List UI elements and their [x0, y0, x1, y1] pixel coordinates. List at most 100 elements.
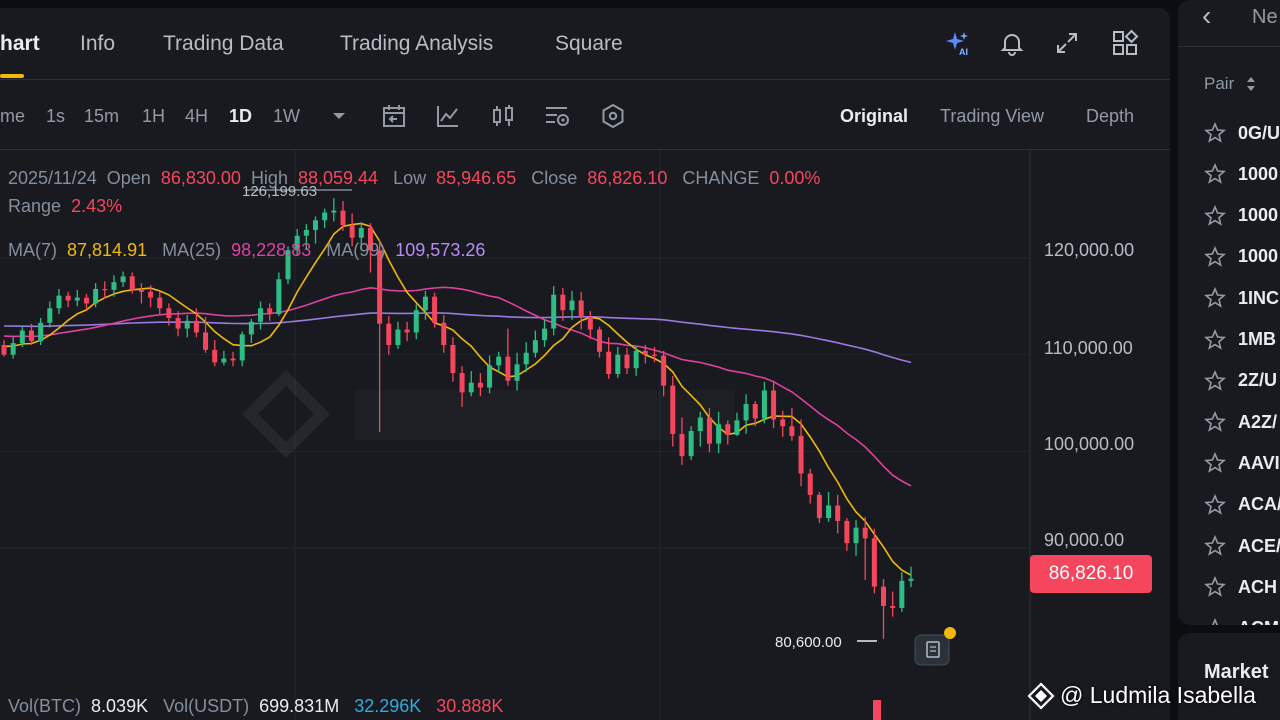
- candle[interactable]: [212, 340, 218, 367]
- timeframe-15m[interactable]: 15m: [84, 106, 120, 126]
- tab-trading-analysis[interactable]: Trading Analysis: [340, 32, 494, 55]
- favorite-star-icon[interactable]: [1204, 452, 1226, 474]
- candle[interactable]: [322, 208, 328, 229]
- candle[interactable]: [367, 223, 373, 273]
- candle[interactable]: [871, 528, 877, 594]
- candle[interactable]: [93, 283, 99, 308]
- candle[interactable]: [83, 293, 89, 311]
- candle[interactable]: [807, 468, 813, 504]
- candle[interactable]: [505, 328, 511, 386]
- candle[interactable]: [487, 355, 493, 394]
- candle[interactable]: [358, 222, 364, 251]
- favorite-star-icon[interactable]: [1204, 369, 1226, 392]
- candle[interactable]: [477, 373, 483, 397]
- candle[interactable]: [47, 301, 53, 328]
- candle[interactable]: [597, 326, 603, 358]
- tab-square[interactable]: Square: [555, 32, 623, 55]
- candle[interactable]: [10, 337, 16, 359]
- pair-list-item[interactable]: A2Z/: [1204, 407, 1277, 437]
- calendar-icon[interactable]: [380, 102, 408, 130]
- favorite-star-icon[interactable]: [1204, 204, 1226, 227]
- pair-list-item[interactable]: 1000: [1204, 159, 1278, 189]
- candle[interactable]: [514, 352, 520, 391]
- favorite-star-icon[interactable]: [1204, 493, 1226, 516]
- candle[interactable]: [890, 591, 896, 617]
- layout-grid-icon[interactable]: [1110, 28, 1140, 58]
- candle[interactable]: [578, 291, 584, 330]
- candle[interactable]: [798, 419, 804, 487]
- candle[interactable]: [56, 288, 62, 315]
- candle[interactable]: [899, 572, 905, 612]
- candle[interactable]: [881, 578, 887, 639]
- candle[interactable]: [816, 491, 822, 523]
- pair-list-item[interactable]: 2Z/U: [1204, 366, 1277, 396]
- candle[interactable]: [697, 411, 703, 447]
- candle[interactable]: [432, 292, 438, 328]
- candle[interactable]: [496, 351, 502, 374]
- candle[interactable]: [761, 381, 767, 424]
- candle[interactable]: [450, 337, 456, 382]
- candle[interactable]: [651, 346, 657, 363]
- candle-type-icon[interactable]: [489, 102, 517, 130]
- candle[interactable]: [532, 330, 538, 358]
- candle[interactable]: [38, 317, 44, 346]
- chart-settings-icon[interactable]: [543, 102, 571, 130]
- candle[interactable]: [780, 410, 786, 437]
- pair-list-item[interactable]: 1000: [1204, 242, 1278, 272]
- timeframe-1w[interactable]: 1W: [273, 106, 300, 126]
- candle[interactable]: [551, 286, 557, 336]
- back-chevron-icon[interactable]: ‹: [1202, 0, 1212, 31]
- candle[interactable]: [230, 351, 236, 367]
- candle[interactable]: [633, 345, 639, 376]
- candle[interactable]: [853, 519, 859, 556]
- candle[interactable]: [138, 283, 144, 304]
- tab-chart[interactable]: hart: [0, 32, 40, 55]
- favorite-star-icon[interactable]: [1204, 617, 1226, 625]
- candle[interactable]: [422, 290, 428, 320]
- pair-list-item[interactable]: AAVI: [1204, 448, 1280, 478]
- candle[interactable]: [404, 321, 410, 342]
- candle[interactable]: [752, 401, 758, 427]
- candle[interactable]: [587, 311, 593, 340]
- candle[interactable]: [193, 308, 199, 338]
- view-trading-view[interactable]: Trading View: [940, 106, 1045, 126]
- candle[interactable]: [542, 319, 548, 347]
- candle[interactable]: [569, 290, 575, 320]
- timeframe-time[interactable]: me: [0, 106, 26, 126]
- candle[interactable]: [468, 371, 474, 397]
- candle[interactable]: [276, 272, 282, 317]
- candle[interactable]: [258, 301, 264, 330]
- candle[interactable]: [19, 325, 25, 347]
- ai-sparkle-icon[interactable]: AI: [942, 28, 972, 58]
- pair-list-item[interactable]: 1INC: [1204, 283, 1279, 313]
- candle[interactable]: [688, 426, 694, 461]
- candle[interactable]: [826, 491, 832, 522]
- candle[interactable]: [523, 342, 529, 373]
- favorite-star-icon[interactable]: [1204, 328, 1226, 351]
- timeframe-1h[interactable]: 1H: [142, 106, 166, 126]
- indicator-icon[interactable]: [434, 102, 462, 130]
- favorite-star-icon[interactable]: [1204, 122, 1226, 144]
- candle[interactable]: [725, 420, 731, 445]
- candlestick-chart[interactable]: 126,199.63 80,600.00: [0, 150, 1170, 720]
- candle[interactable]: [102, 281, 108, 299]
- pair-list-item[interactable]: ACH: [1204, 572, 1277, 602]
- tab-info[interactable]: Info: [80, 32, 116, 55]
- favorite-star-icon[interactable]: [1204, 411, 1226, 433]
- candle[interactable]: [395, 321, 401, 349]
- timeframe-1s[interactable]: 1s: [46, 106, 66, 126]
- candle[interactable]: [441, 315, 447, 353]
- candle[interactable]: [28, 323, 34, 346]
- favorite-star-icon[interactable]: [1204, 576, 1226, 598]
- candle[interactable]: [166, 303, 172, 326]
- candle[interactable]: [615, 346, 621, 378]
- view-depth[interactable]: Depth: [1086, 106, 1135, 126]
- candle[interactable]: [349, 213, 355, 247]
- candle[interactable]: [65, 291, 71, 308]
- candle[interactable]: [560, 287, 566, 321]
- event-marker[interactable]: [914, 627, 956, 666]
- candle[interactable]: [303, 224, 309, 250]
- pair-list-item[interactable]: ACE/: [1204, 531, 1280, 561]
- candle[interactable]: [120, 271, 126, 288]
- candle[interactable]: [267, 303, 273, 321]
